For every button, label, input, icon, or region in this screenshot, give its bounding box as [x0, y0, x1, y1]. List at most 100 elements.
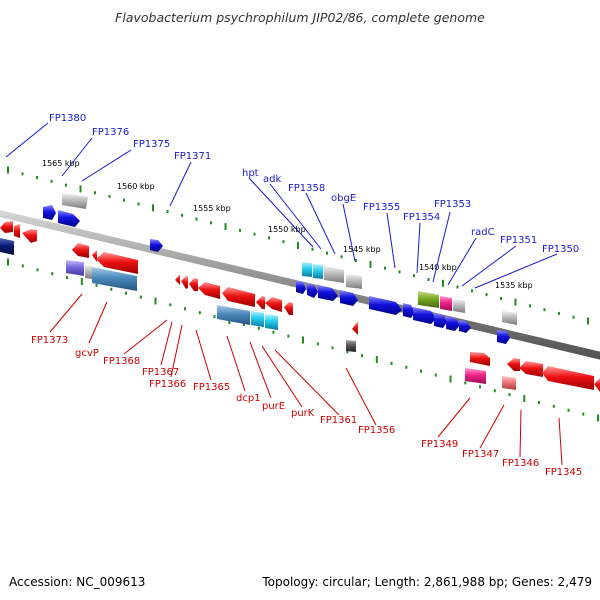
label-dcp1[interactable]: dcp1 — [236, 393, 261, 404]
label-fp1351[interactable]: FP1351 — [500, 235, 537, 246]
plus-strand-genes — [43, 193, 517, 344]
gene-obge[interactable] — [340, 290, 358, 306]
gene-steel-1[interactable] — [92, 267, 137, 291]
label-fp1350[interactable]: FP1350 — [542, 244, 579, 255]
gene-fp1355[interactable] — [369, 296, 402, 315]
gene-purple[interactable] — [66, 260, 84, 276]
label-fp1361[interactable]: FP1361 — [320, 415, 357, 426]
gene-fp1376[interactable] — [58, 210, 80, 227]
label-fp1347[interactable]: FP1347 — [462, 449, 499, 460]
gene-magenta-2[interactable] — [465, 368, 486, 384]
gene-gray-4[interactable] — [502, 311, 517, 325]
gene-fp1375[interactable] — [62, 193, 88, 209]
gene-fp1349[interactable] — [470, 352, 490, 366]
gene-pink[interactable] — [502, 376, 516, 390]
label-hpt[interactable]: hpt — [242, 168, 259, 179]
gene-red-left-2[interactable] — [14, 224, 20, 238]
label-fp1371[interactable]: FP1371 — [174, 151, 211, 162]
gene-fp1365[interactable] — [189, 278, 198, 291]
gene-gray-left[interactable] — [85, 265, 92, 279]
genome-title: Flavobacterium psychrophilum JIP02/86, c… — [115, 10, 485, 25]
lower-scale-tick — [493, 389, 496, 393]
gene-fp1358[interactable] — [318, 285, 338, 301]
gene-fp1373[interactable] — [72, 243, 89, 258]
gene-plus-extra[interactable] — [497, 330, 510, 344]
gene-fp1345[interactable] — [542, 366, 594, 390]
lower-scale-tick — [184, 307, 186, 311]
gene-fp1367[interactable] — [175, 274, 180, 285]
gene-fp1347[interactable] — [507, 358, 520, 371]
label-fp1365[interactable]: FP1365 — [193, 382, 230, 393]
gene-fp1371[interactable] — [150, 239, 163, 252]
lower-scale-tick — [508, 393, 511, 397]
gene-gray-2[interactable] — [346, 274, 362, 289]
label-fp1366[interactable]: FP1366 — [149, 379, 186, 390]
gene-olive[interactable] — [418, 291, 439, 308]
gene-cyan-2[interactable] — [313, 264, 323, 279]
gene-radc[interactable] — [434, 313, 447, 328]
label-fp1367[interactable]: FP1367 — [142, 367, 179, 378]
gene-fp1356[interactable] — [352, 321, 358, 335]
label-fp1356[interactable]: FP1356 — [358, 425, 395, 436]
label-adk[interactable]: adk — [263, 174, 281, 185]
gene-gray-3[interactable] — [453, 299, 465, 313]
upper-scale-tick — [21, 172, 24, 176]
label-fp1375[interactable]: FP1375 — [133, 139, 170, 150]
label-purk[interactable]: purK — [291, 408, 315, 419]
lower-scale-tick — [331, 346, 334, 350]
gene-fp1353[interactable] — [413, 307, 436, 324]
label-obge[interactable]: obgE — [331, 193, 356, 204]
gene-dcp1[interactable] — [198, 282, 220, 299]
gene-hpt[interactable] — [296, 281, 306, 294]
label-fp1354[interactable]: FP1354 — [403, 212, 440, 223]
lower-scale-tick — [464, 381, 467, 385]
gene-fp1354[interactable] — [403, 303, 415, 318]
gene-pure[interactable] — [222, 287, 255, 307]
label-radc[interactable]: radC — [471, 227, 495, 238]
gene-cyan-4[interactable] — [265, 314, 278, 330]
gene-navy-left[interactable] — [0, 238, 14, 255]
gene-red-mid[interactable] — [284, 302, 293, 315]
label-fp1355[interactable]: FP1355 — [363, 202, 400, 213]
label-fp1349[interactable]: FP1349 — [421, 439, 458, 450]
gene-dark[interactable] — [346, 340, 356, 352]
upper-scale-tick — [36, 176, 38, 180]
gene-magenta-1[interactable] — [440, 296, 452, 311]
gene-red-left-1[interactable] — [0, 221, 13, 233]
label-fp1368[interactable]: FP1368 — [103, 356, 140, 367]
gene-red-right-edge[interactable] — [594, 378, 600, 392]
gene-gray-1[interactable] — [324, 266, 344, 283]
label-fp1345[interactable]: FP1345 — [545, 467, 582, 478]
upper-scale-tick — [543, 308, 546, 312]
gene-fp1351[interactable] — [446, 316, 460, 331]
lower-scale-tick — [552, 404, 555, 408]
gene-cyan-1[interactable] — [302, 262, 312, 277]
label-pure[interactable]: purE — [262, 401, 285, 412]
gene-fp1350[interactable] — [459, 320, 471, 333]
gene-adk[interactable] — [307, 283, 318, 298]
lower-scale-tick — [51, 272, 54, 276]
upper-scale-tick — [253, 232, 256, 236]
gene-gcvp[interactable] — [92, 250, 97, 262]
gene-cyan-3[interactable] — [251, 311, 264, 327]
label-fp1358[interactable]: FP1358 — [288, 183, 325, 194]
gene-red-left-3[interactable] — [22, 229, 37, 243]
label-fp1373[interactable]: FP1373 — [31, 335, 68, 346]
label-fp1346[interactable]: FP1346 — [502, 458, 539, 469]
label-fp1353[interactable]: FP1353 — [434, 199, 471, 210]
gene-steel-2[interactable] — [217, 305, 250, 325]
gene-fp1380[interactable] — [43, 205, 56, 220]
upper-scale-tick — [166, 210, 169, 213]
gene-fp1346[interactable] — [519, 361, 543, 377]
label-gcvp[interactable]: gcvP — [75, 348, 99, 359]
genome-summary: Topology: circular; Length: 2,861,988 bp… — [262, 575, 592, 589]
gene-fp1361[interactable] — [265, 297, 282, 312]
gene-fp1368[interactable] — [96, 252, 138, 274]
upper-scale-tick — [398, 270, 401, 274]
gene-purk[interactable] — [256, 296, 265, 309]
label-fp1380[interactable]: FP1380 — [49, 113, 86, 124]
lower-scale-tick — [582, 412, 585, 416]
label-fp1376[interactable]: FP1376 — [92, 127, 129, 138]
gene-fp1366[interactable] — [181, 276, 188, 289]
lower-scale-tick — [21, 264, 24, 268]
